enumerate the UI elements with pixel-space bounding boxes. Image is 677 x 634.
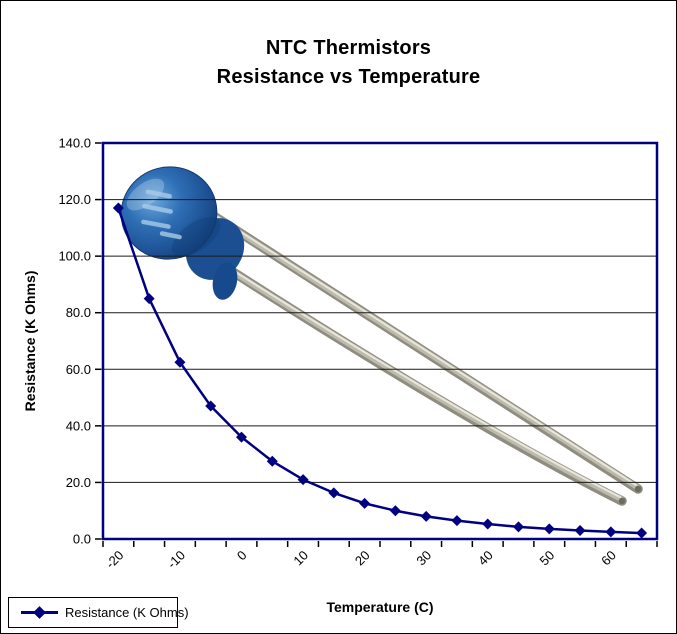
data-point-marker (143, 293, 155, 305)
data-point-marker (297, 474, 309, 486)
chart-title-line1: NTC Thermistors (265, 37, 432, 59)
thermistor-lead-lower-icon (214, 258, 627, 506)
resistance-series-layer (112, 202, 648, 539)
legend-label: Resistance (K Ohms) (65, 605, 189, 620)
y-axis-tick-label: 80.0 (66, 305, 91, 320)
x-axis-tick-label: 10 (290, 548, 311, 569)
y-axis-tick-label: 120.0 (58, 192, 91, 207)
y-axis-title: Resistance (K Ohms) (22, 270, 38, 412)
x-axis-tick-label: -10 (164, 548, 188, 572)
y-axis-tick-label: 20.0 (66, 475, 91, 490)
x-axis-tick-label: 30 (413, 548, 434, 569)
x-axis-tick-label: 0 (234, 548, 250, 564)
data-point-marker (174, 356, 186, 368)
chart-title: NTC Thermistors Resistance vs Temperatur… (21, 34, 676, 92)
y-axis-tick-label: 100.0 (58, 249, 91, 264)
data-point-marker (389, 505, 401, 517)
data-point-marker (513, 521, 524, 533)
data-point-marker (205, 400, 217, 412)
thermistor-epoxy-drip (212, 262, 238, 300)
thermistor-photo-illustration (120, 166, 643, 506)
data-point-marker (266, 455, 278, 467)
x-axis-tick-label: 60 (598, 548, 619, 569)
data-point-marker (420, 510, 432, 522)
y-axis-tick-label: 0.0 (73, 532, 91, 547)
thermistor-marking-icon (141, 189, 182, 240)
x-axis-title: Temperature (C) (326, 599, 434, 615)
x-axis-tick-label: -20 (103, 548, 127, 572)
y-axis-tick-label: 140.0 (58, 136, 91, 151)
thermistor-lead-upper-icon (201, 206, 643, 494)
legend-diamond-marker-icon (33, 605, 46, 619)
legend-line-sample (21, 605, 58, 619)
data-point-marker (482, 518, 494, 530)
gridlines-layer (103, 199, 657, 483)
data-point-marker (574, 525, 586, 537)
data-point-marker (112, 202, 124, 214)
thermistor-disc-icon (120, 166, 221, 260)
plot-border (101, 141, 659, 541)
y-axis-tick-label: 40.0 (66, 418, 91, 433)
x-axis-tick-label: 50 (537, 548, 558, 569)
data-point-marker (359, 497, 371, 509)
data-point-marker (543, 523, 555, 535)
data-point-marker (328, 487, 340, 499)
x-axis-tick-label: 40 (475, 548, 496, 569)
chart-title-line2: Resistance vs Temperature (216, 66, 481, 88)
legend: Resistance (K Ohms) (8, 597, 189, 628)
data-point-marker (636, 527, 648, 539)
data-point-marker (451, 515, 463, 527)
data-point-marker (236, 431, 247, 443)
x-axis-tick-label: 20 (352, 548, 373, 569)
data-point-marker (605, 526, 617, 538)
y-axis-tick-label: 60.0 (66, 362, 91, 377)
